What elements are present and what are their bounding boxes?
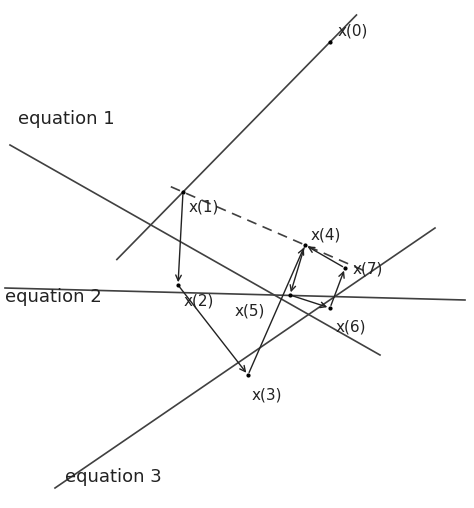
Text: x(6): x(6) — [336, 320, 366, 335]
Text: x(5): x(5) — [235, 303, 265, 318]
Text: x(1): x(1) — [189, 200, 219, 215]
Text: x(2): x(2) — [184, 293, 214, 308]
Text: equation 1: equation 1 — [18, 110, 115, 128]
Text: x(7): x(7) — [353, 262, 383, 277]
Text: equation 2: equation 2 — [5, 288, 102, 306]
Text: x(4): x(4) — [311, 227, 341, 242]
Text: equation 3: equation 3 — [65, 468, 162, 486]
Text: x(0): x(0) — [338, 24, 368, 39]
Text: x(3): x(3) — [252, 387, 283, 402]
